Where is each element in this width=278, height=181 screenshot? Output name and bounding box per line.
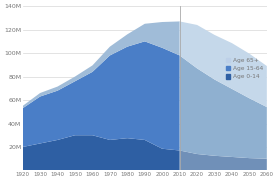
Legend: Age 65+, Age 15-64, Age 0-14: Age 65+, Age 15-64, Age 0-14 [224,57,264,81]
